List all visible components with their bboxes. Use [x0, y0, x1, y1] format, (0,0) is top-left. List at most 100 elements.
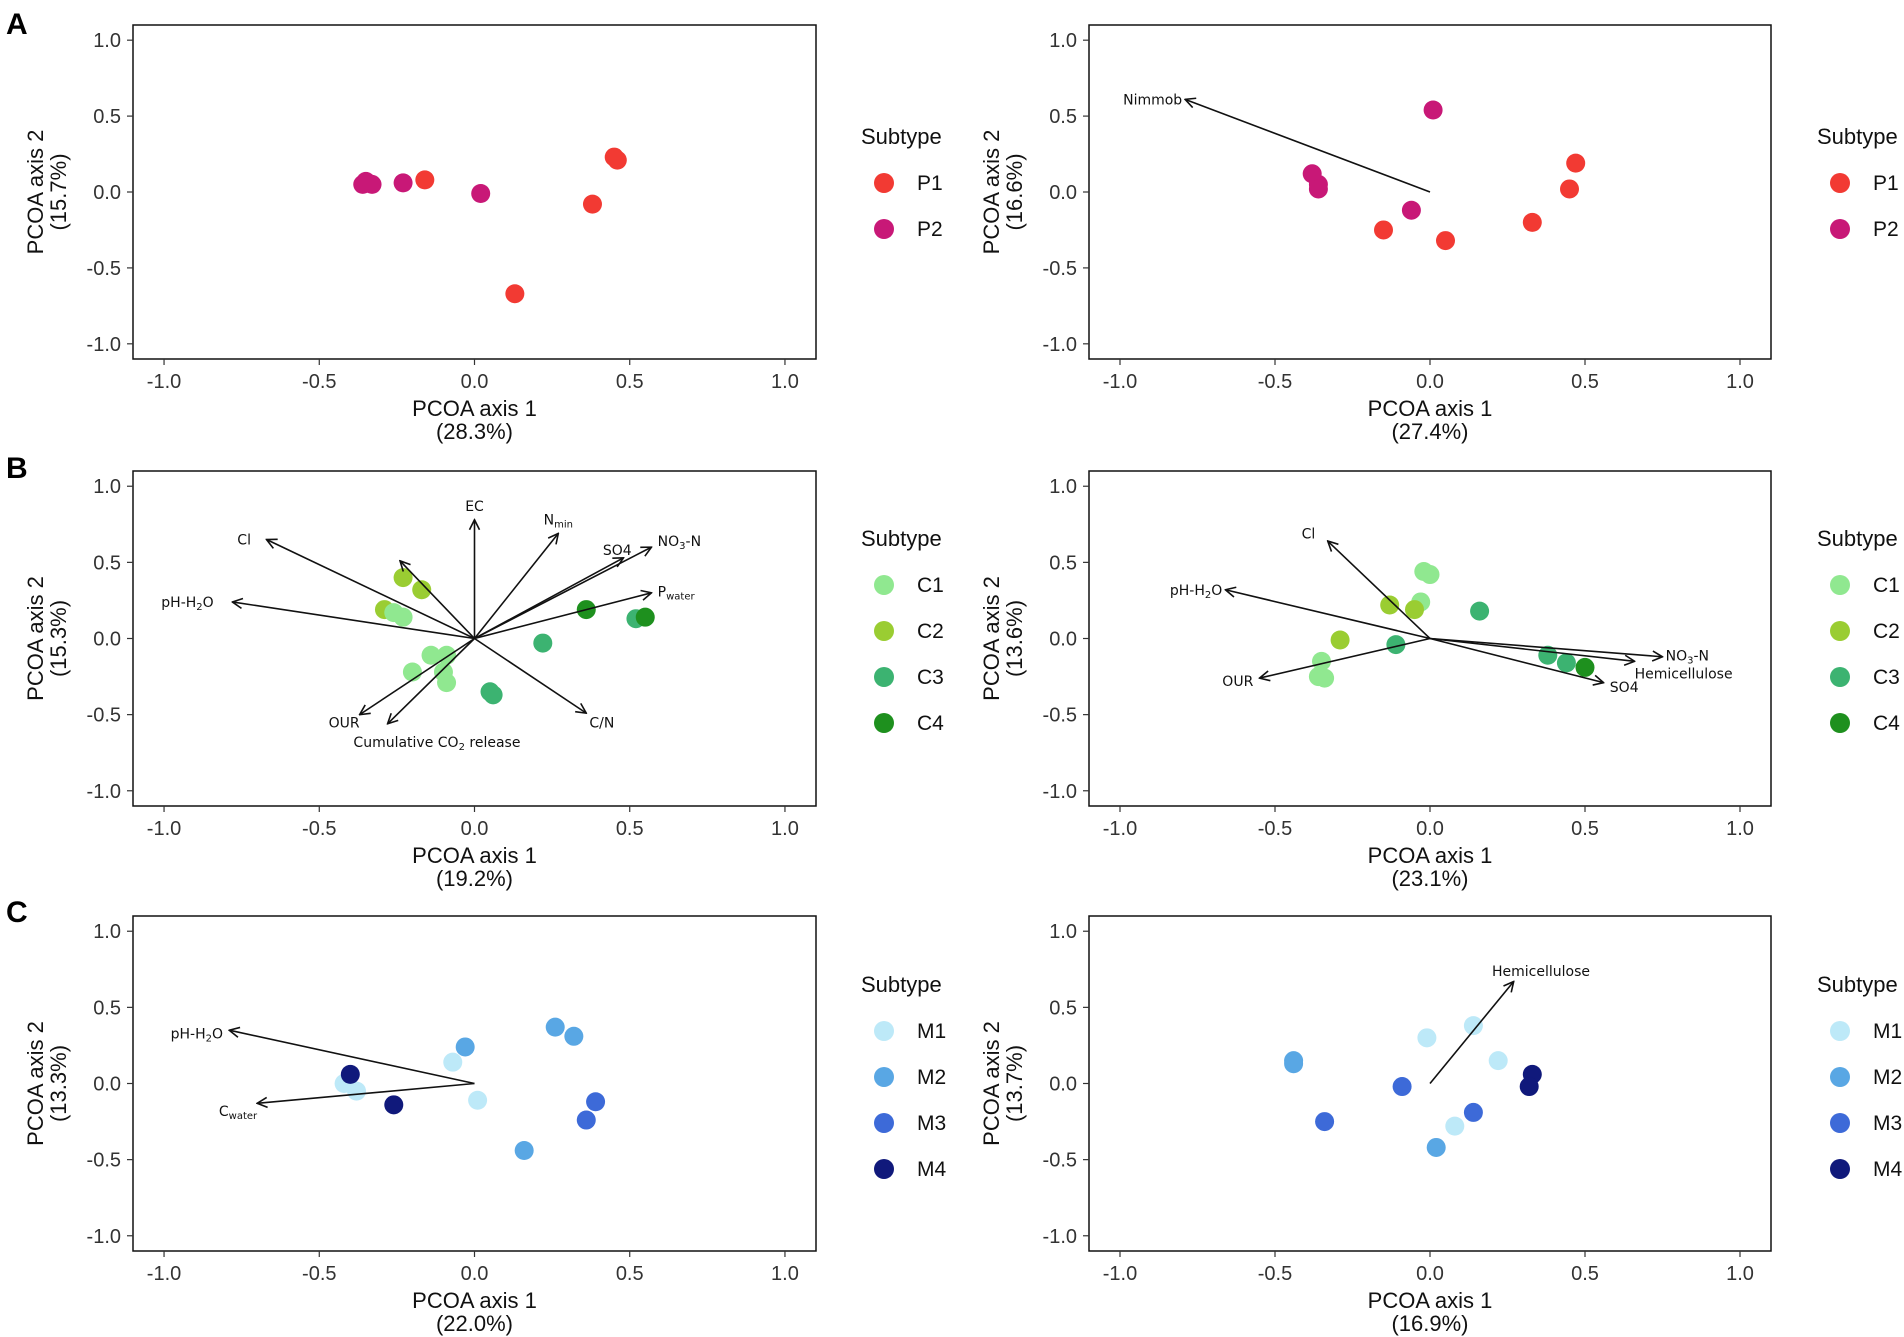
data-point-m4	[340, 1064, 360, 1084]
legend-swatch	[874, 621, 894, 641]
data-point-c1	[421, 645, 441, 665]
y-tick-label: 1.0	[1049, 921, 1077, 943]
x-tick-label: 1.0	[1726, 818, 1754, 840]
chart-panel-c2: -1.0 -0.5 0.0 0.5 1.0 1.0 0.5 0.0 -0.5 -1.0 PCOA a…	[979, 915, 1902, 1336]
x-tick-label: -1.0	[1103, 818, 1137, 840]
data-point-c4	[1575, 657, 1595, 677]
x-tick-label: 0.0	[1416, 1263, 1444, 1285]
legend-swatch	[874, 713, 894, 733]
y-tick-label: 1.0	[1049, 476, 1077, 498]
y-tick-label: 0.5	[93, 552, 121, 574]
data-point-p2	[1423, 100, 1443, 120]
x-tick-label: 0.5	[1571, 1263, 1599, 1285]
data-point-p2	[393, 173, 413, 193]
data-point-m3	[576, 1110, 596, 1130]
x-tick-label: -1.0	[147, 1263, 181, 1285]
vector-label: NO3-N	[658, 534, 701, 552]
data-point-p1	[1374, 220, 1393, 240]
legend-swatch	[1830, 621, 1850, 641]
x-tick-label: 0.5	[616, 1263, 644, 1285]
legend-label: C3	[917, 666, 944, 689]
vector-label: Pwater	[658, 584, 696, 602]
y-axis-percent: (13.7%)	[1002, 1045, 1027, 1122]
data-point-c1	[393, 607, 413, 627]
x-tick-label: -0.5	[302, 1263, 336, 1285]
legend-label: P2	[1873, 218, 1899, 241]
data-point-p1	[1566, 153, 1586, 173]
chart-panel-a2: -1.0 -0.5 0.0 0.5 1.0 1.0 0.5 0.0 -0.5 -1.0 PCOA a…	[979, 24, 1899, 444]
x-tick-label: 0.0	[1416, 371, 1444, 393]
data-point-m1	[347, 1081, 367, 1101]
data-point-m2	[545, 1017, 565, 1037]
vector-label: NO3-N	[1666, 648, 1709, 666]
data-point-c3	[483, 685, 503, 705]
x-axis-percent: (19.2%)	[436, 866, 513, 891]
vector-arrow	[266, 540, 475, 640]
x-axis-percent: (23.1%)	[1391, 866, 1468, 891]
x-axis-title: PCOA axis 1	[1368, 396, 1493, 421]
vector-arrow	[1429, 637, 1635, 662]
y-tick-label: 0.0	[93, 629, 121, 651]
x-tick-label: 0.5	[616, 371, 644, 393]
x-tick-label: 1.0	[1726, 1263, 1754, 1285]
data-point-c1	[1420, 565, 1440, 585]
chart-panel-b2: -1.0 -0.5 0.0 0.5 1.0 1.0 0.5 0.0 -0.5 -1.0 PCOA a…	[979, 470, 1900, 891]
vector-arrow	[1260, 637, 1431, 679]
y-axis-title: PCOA axis 2	[23, 130, 48, 255]
data-point-c3	[1556, 653, 1576, 673]
data-point-m2	[514, 1141, 534, 1160]
vector-label: Nmin	[544, 513, 573, 531]
vector-arrow	[1429, 637, 1663, 657]
y-tick-label: -1.0	[87, 334, 121, 356]
legend-swatch	[1830, 1021, 1850, 1041]
x-tick-label: 0.0	[461, 1263, 489, 1285]
legend-label: P1	[917, 172, 943, 195]
legend-title: Subtype	[861, 526, 942, 551]
y-tick-label: 1.0	[93, 921, 121, 943]
x-tick-label: -0.5	[302, 818, 336, 840]
legend-label: P2	[917, 218, 943, 241]
vector-label: Cumulative CO2 release	[353, 735, 520, 753]
y-axis-title: PCOA axis 2	[979, 576, 1004, 701]
data-point-m3	[1392, 1077, 1412, 1097]
data-point-p1	[415, 170, 435, 190]
vector-label: Hemicellulose	[1492, 964, 1590, 980]
y-tick-label: 0.0	[1049, 1074, 1077, 1096]
x-tick-label: 0.5	[616, 818, 644, 840]
data-point-c2	[1380, 595, 1400, 615]
y-axis-percent: (15.7%)	[46, 153, 71, 230]
x-tick-label: 0.5	[1571, 818, 1599, 840]
data-point-m2	[455, 1037, 475, 1057]
legend-swatch	[1830, 713, 1850, 733]
y-axis-percent: (13.6%)	[1002, 600, 1027, 677]
vector-arrow	[388, 637, 476, 724]
vector-label: pH-H2O	[161, 595, 213, 613]
legend-label: M2	[1873, 1066, 1902, 1089]
y-tick-label: -0.5	[87, 705, 121, 727]
x-tick-label: 1.0	[1726, 371, 1754, 393]
vector-arrow	[257, 1082, 475, 1104]
legend-label: C3	[1873, 666, 1900, 689]
data-point-c3	[1386, 635, 1406, 655]
y-axis-title: PCOA axis 2	[23, 576, 48, 701]
legend-swatch	[874, 1159, 894, 1179]
legend-title: Subtype	[1817, 124, 1898, 149]
data-point-c2	[1405, 600, 1424, 620]
data-point-c2	[1330, 630, 1350, 650]
x-tick-label: -1.0	[1103, 371, 1137, 393]
data-point-p2	[1308, 179, 1328, 199]
data-point-m3	[1463, 1102, 1483, 1122]
x-axis-title: PCOA axis 1	[412, 843, 537, 868]
y-tick-label: -0.5	[1043, 705, 1077, 727]
vector-label: C/N	[589, 715, 614, 731]
data-point-c3	[1470, 601, 1490, 621]
x-axis-title: PCOA axis 1	[1368, 843, 1493, 868]
legend-swatch	[1830, 667, 1850, 687]
data-point-m2	[1426, 1137, 1446, 1157]
legend-swatch	[874, 1113, 894, 1133]
x-tick-label: 1.0	[771, 371, 799, 393]
legend-swatch	[874, 1067, 894, 1087]
x-tick-label: -1.0	[147, 818, 181, 840]
y-axis-title: PCOA axis 2	[979, 1021, 1004, 1146]
